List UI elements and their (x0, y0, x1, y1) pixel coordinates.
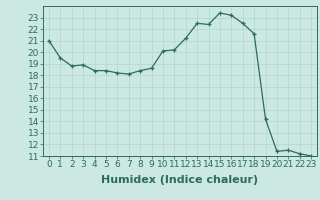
X-axis label: Humidex (Indice chaleur): Humidex (Indice chaleur) (101, 175, 259, 185)
